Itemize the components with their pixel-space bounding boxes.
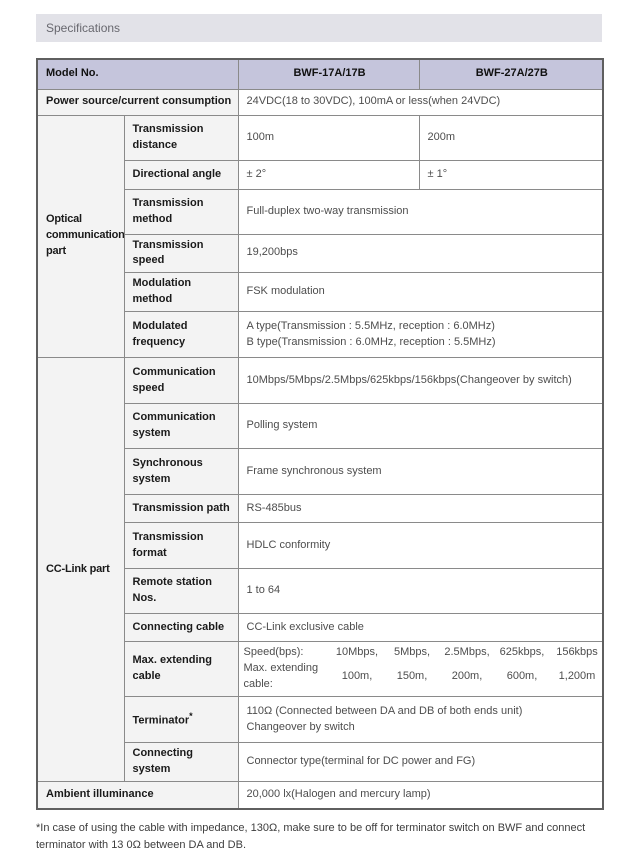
transmission-format-value: HDLC conformity [237, 522, 604, 570]
directional-angle-label: Directional angle [123, 159, 239, 190]
connecting-cable-value: CC-Link exclusive cable [237, 613, 604, 643]
section-title-bar: Specifications [36, 14, 602, 42]
modulated-frequency-value: A type(Transmission : 5.5MHz, reception … [237, 311, 604, 359]
length-value: 200m, [451, 670, 483, 683]
model-no-header-cell: Model No. [36, 58, 239, 90]
table-row: Directional angle ± 2° ± 1° [37, 159, 604, 190]
table-row: Transmission format HDLC conformity [37, 522, 604, 570]
model-b-header-cell: BWF-27A/27B [418, 58, 604, 90]
speed-value: 5Mbps, [393, 646, 431, 659]
table-row: Terminator* 110Ω (Connected between DA a… [37, 696, 604, 744]
transmission-method-value: Full-duplex two-way transmission [237, 188, 604, 235]
terminator-line1: 110Ω (Connected between DA and DB of bot… [246, 704, 523, 717]
power-source-label: Power source/current consumption [36, 88, 239, 116]
length-value: 150m, [396, 670, 428, 683]
optical-group-label: Optical communication part [36, 114, 125, 359]
transmission-method-label: Transmission method [123, 188, 239, 235]
speed-value: 10Mbps, [335, 646, 379, 659]
length-value: 600m, [506, 670, 538, 683]
modulation-method-value: FSK modulation [237, 272, 604, 313]
transmission-distance-27: 200m [418, 114, 604, 161]
table-row: Synchronous system Frame synchronous sys… [37, 448, 604, 496]
table-row: Communication system Polling system [37, 403, 604, 450]
connecting-cable-label: Connecting cable [123, 613, 239, 643]
specifications-table: Model No. BWF-17A/17B BWF-27A/27B Power … [36, 58, 604, 811]
table-row: CC-Link part Communication speed 10Mbps/… [36, 357, 604, 782]
table-row: Optical communication part Transmission … [36, 114, 604, 359]
communication-system-value: Polling system [237, 403, 604, 450]
table-row: Modulation method FSK modulation [37, 272, 604, 313]
ambient-illuminance-label: Ambient illuminance [36, 780, 239, 810]
modulated-frequency-label: Modulated frequency [123, 311, 239, 359]
table-row: Transmission speed 19,200bps [37, 233, 604, 274]
directional-angle-27: ± 1° [418, 159, 604, 190]
table-row: Ambient illuminance 20,000 lx(Halogen an… [36, 780, 604, 810]
table-row: Transmission method Full-duplex two-way … [37, 188, 604, 235]
transmission-path-label: Transmission path [123, 494, 239, 524]
terminator-line2: Changeover by switch [246, 720, 355, 733]
terminator-footnote: *In case of using the cable with impedan… [36, 822, 586, 852]
remote-station-value: 1 to 64 [237, 568, 604, 615]
speed-value: 156kbps [556, 646, 598, 659]
max-extending-cable-label: Max. extending cable [123, 641, 239, 698]
transmission-distance-17: 100m [237, 114, 420, 161]
max-extending-cable-value: Speed(bps): 10Mbps, 5Mbps, 2.5Mbps, 625k… [237, 641, 604, 698]
speed-value: 2.5Mbps, [444, 646, 490, 659]
section-title: Specifications [46, 21, 121, 35]
transmission-speed-label: Transmission speed [123, 233, 239, 274]
ambient-illuminance-value: 20,000 lx(Halogen and mercury lamp) [237, 780, 604, 810]
table-row: Connecting cable CC-Link exclusive cable [37, 613, 604, 643]
table-row: Modulated frequency A type(Transmission … [37, 311, 604, 359]
power-source-value: 24VDC(18 to 30VDC), 100mA or less(when 2… [237, 88, 604, 116]
speed-bps-label: Speed(bps): [243, 646, 304, 659]
table-row: Model No. BWF-17A/17B BWF-27A/27B [36, 58, 604, 90]
table-row: Power source/current consumption 24VDC(1… [36, 88, 604, 116]
table-row: Transmission path RS-485bus [37, 494, 604, 524]
terminator-value: 110Ω (Connected between DA and DB of bot… [237, 696, 604, 744]
table-row: Remote station Nos. 1 to 64 [37, 568, 604, 615]
communication-speed-value: 10Mbps/5Mbps/2.5Mbps/625kbps/156kbps(Cha… [237, 357, 604, 405]
terminator-label: Terminator* [123, 696, 239, 744]
modulated-frequency-line2: B type(Transmission : 6.0MHz, reception … [246, 335, 496, 348]
transmission-format-label: Transmission format [123, 522, 239, 570]
max-cable-speed-row: Speed(bps): 10Mbps, 5Mbps, 2.5Mbps, 625k… [243, 645, 598, 661]
cclink-group-label: CC-Link part [36, 357, 125, 782]
model-a-header-cell: BWF-17A/17B [237, 58, 420, 90]
max-cable-length-row: Max. extending cable: 100m, 150m, 200m, … [244, 661, 597, 693]
modulated-frequency-line1: A type(Transmission : 5.5MHz, reception … [246, 319, 495, 332]
max-extending-cable-sublabel: Max. extending cable: [243, 662, 319, 691]
connecting-system-label: Connecting system [123, 742, 239, 782]
modulation-method-label: Modulation method [123, 272, 239, 313]
connecting-system-value: Connector type(terminal for DC power and… [237, 742, 604, 782]
communication-system-label: Communication system [123, 403, 239, 450]
speed-value: 625kbps, [499, 646, 545, 659]
communication-speed-label: Communication speed [123, 357, 239, 405]
remote-station-label: Remote station Nos. [123, 568, 239, 615]
table-row: Max. extending cable Speed(bps): 10Mbps,… [37, 641, 604, 698]
synchronous-system-label: Synchronous system [123, 448, 239, 496]
synchronous-system-value: Frame synchronous system [237, 448, 604, 496]
terminator-asterisk: * [189, 710, 193, 721]
transmission-distance-label: Transmission distance [123, 114, 239, 161]
transmission-speed-value: 19,200bps [237, 233, 604, 274]
directional-angle-17: ± 2° [237, 159, 420, 190]
max-extending-cable-grid: Speed(bps): 10Mbps, 5Mbps, 2.5Mbps, 625k… [243, 645, 598, 693]
transmission-path-value: RS-485bus [237, 494, 604, 524]
length-value: 100m, [341, 670, 373, 683]
length-value: 1,200m [558, 670, 596, 683]
